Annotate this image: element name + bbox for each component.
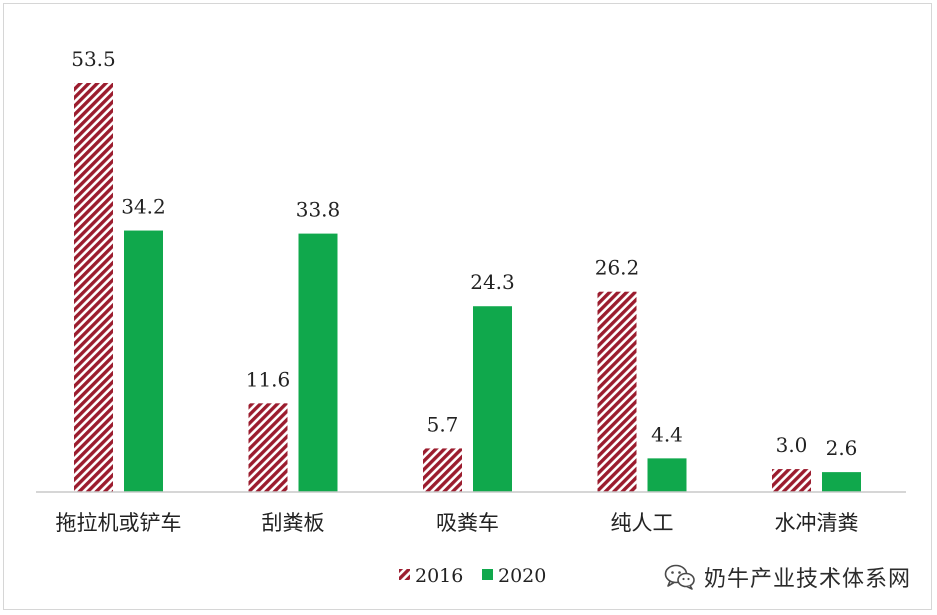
legend-label-2016: 2016 (415, 565, 463, 587)
data-label-2016-1: 11.6 (246, 367, 291, 391)
data-label-2020-4: 2.6 (826, 436, 858, 460)
data-label-2020-3: 4.4 (651, 422, 683, 446)
bar-2016-1 (248, 403, 288, 492)
bar-2016-3 (597, 291, 637, 492)
data-label-2016-4: 3.0 (776, 433, 808, 457)
bar-2016-4 (772, 469, 811, 492)
bar-2020-0 (124, 230, 163, 493)
chart-frame (3, 3, 932, 610)
category-label-4: 水冲清粪 (775, 511, 859, 535)
legend-swatch-2016 (399, 569, 410, 580)
data-label-2020-0: 34.2 (121, 195, 166, 219)
data-label-2020-2: 24.3 (470, 270, 515, 294)
bar-2020-4 (822, 472, 861, 492)
data-label-2016-0: 53.5 (71, 47, 116, 71)
data-label-2020-1: 33.8 (296, 198, 341, 222)
legend-swatch-2020 (482, 569, 493, 580)
category-label-3: 纯人工 (611, 511, 674, 535)
category-label-0: 拖拉机或铲车 (56, 511, 182, 535)
bar-2020-3 (647, 458, 687, 492)
data-label-2016-2: 5.7 (427, 412, 459, 436)
plot-area: 53.5 34.2 拖拉机或铲车 11.6 33.8 刮粪板 5.7 24.3 吸粪车 26.2 4… (56, 47, 861, 535)
data-label-2016-3: 26.2 (595, 256, 640, 280)
legend: 2016 2020 (399, 565, 546, 587)
bar-2020-2 (473, 306, 512, 492)
bar-2016-0 (74, 83, 113, 492)
watermark-text: 奶牛产业技术体系网 (704, 567, 912, 592)
wechat-icon (664, 564, 695, 590)
bar-2016-2 (423, 448, 462, 492)
category-label-2: 吸粪车 (436, 511, 499, 535)
watermark: 奶牛产业技术体系网 (664, 560, 911, 594)
bar-2020-1 (298, 233, 338, 492)
legend-label-2020: 2020 (498, 565, 546, 587)
category-label-1: 刮粪板 (262, 511, 325, 535)
